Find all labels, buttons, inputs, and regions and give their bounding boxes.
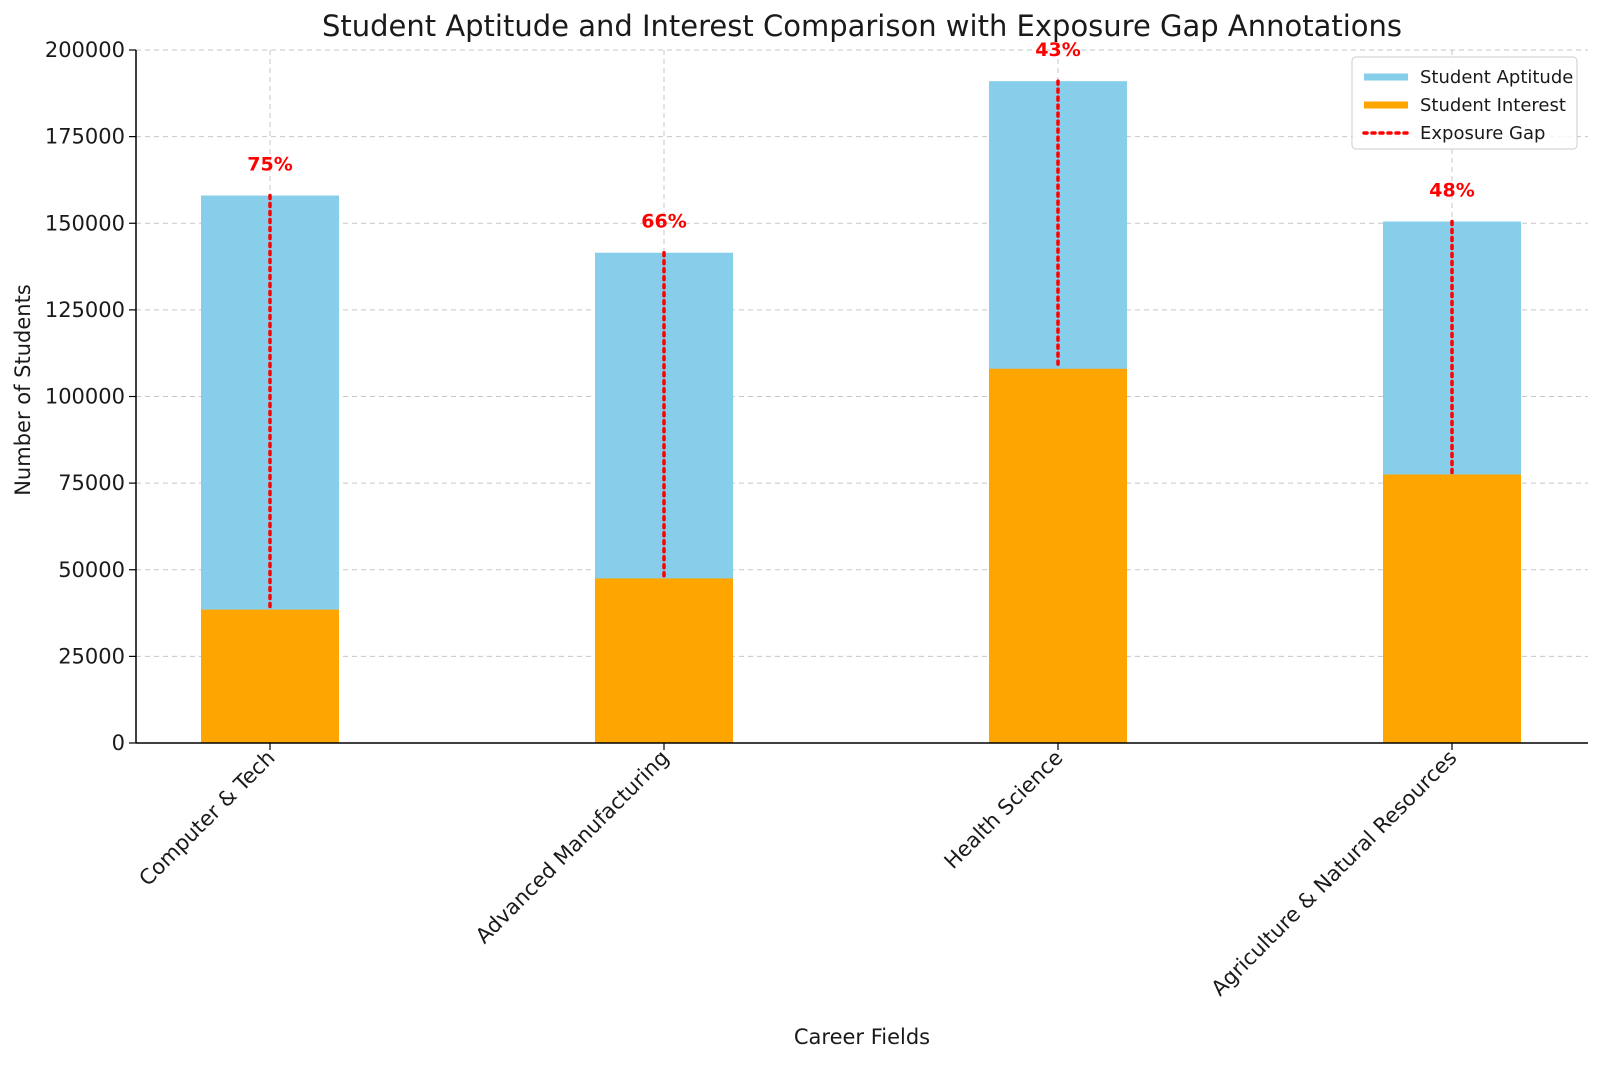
x-tick-label: Health Science	[940, 746, 1068, 874]
x-tick-label: Agriculture & Natural Resources	[1207, 746, 1462, 1001]
y-tick-label: 0	[112, 731, 125, 755]
y-tick-label: 75000	[58, 471, 125, 495]
exposure-gap-label: 43%	[1035, 39, 1080, 61]
bar-student-interest	[595, 578, 733, 743]
y-tick-label: 25000	[58, 644, 125, 668]
bar-student-interest	[989, 368, 1127, 743]
y-tick-label: 50000	[58, 558, 125, 582]
x-tick-label: Computer & Tech	[134, 746, 279, 891]
legend: Student Aptitude Student Interest Exposure…	[1351, 56, 1578, 150]
y-axis-title: Number of Students	[11, 284, 35, 496]
axes	[129, 49, 1588, 750]
legend-exposure-gap-label: Exposure Gap	[1420, 123, 1545, 144]
y-tick-label: 175000	[45, 125, 125, 149]
bar-student-interest	[201, 609, 339, 743]
legend-student-aptitude-label: Student Aptitude	[1420, 67, 1573, 88]
exposure-gap-label: 75%	[247, 154, 292, 176]
legend-box	[1351, 56, 1578, 150]
bar-student-interest	[1383, 474, 1521, 743]
bars	[201, 81, 1521, 743]
legend-student-interest-label: Student Interest	[1420, 95, 1566, 116]
grid-lines	[136, 49, 1588, 744]
exposure-gap-annotations: 75% 66% 43% 48%	[247, 39, 1475, 612]
chart-title: Student Aptitude and Interest Comparison…	[322, 9, 1402, 43]
x-tick-label: Advanced Manufacturing	[471, 746, 674, 949]
exposure-gap-label: 66%	[641, 211, 686, 233]
x-axis-title: Career Fields	[794, 1025, 930, 1049]
y-tick-label: 100000	[45, 385, 125, 409]
exposure-gap-label: 48%	[1429, 180, 1474, 202]
y-tick-label: 150000	[45, 211, 125, 235]
y-tick-label: 200000	[45, 38, 125, 62]
y-tick-label: 125000	[45, 298, 125, 322]
